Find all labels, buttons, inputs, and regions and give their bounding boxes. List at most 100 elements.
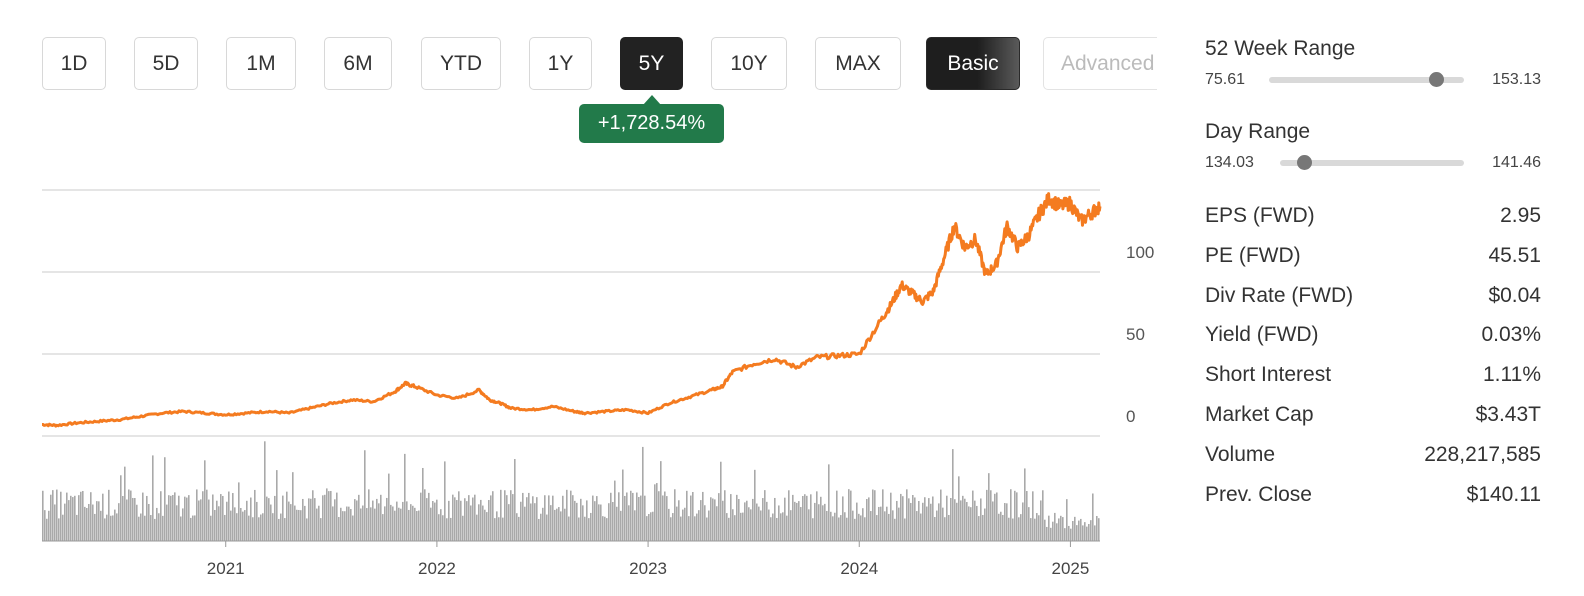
volume-bar [642, 446, 644, 541]
volume-bar [316, 508, 318, 541]
volume-bar [148, 504, 150, 541]
volume-bar [748, 507, 750, 541]
stat-value: 228,217,585 [1424, 442, 1541, 466]
volume-bar [888, 513, 890, 541]
volume-bar [278, 518, 280, 541]
tab-5y[interactable]: 5Y [620, 37, 683, 90]
volume-bar [250, 497, 252, 541]
volume-bar [774, 497, 776, 541]
volume-bar [842, 496, 844, 541]
volume-bar [640, 495, 642, 541]
tab-5d[interactable]: 5D [134, 37, 198, 90]
volume-bar [88, 503, 90, 541]
volume-bar [656, 483, 658, 541]
volume-bar [598, 504, 600, 541]
change-badge-pointer [643, 95, 661, 105]
volume-bar [522, 492, 524, 541]
volume-bar [596, 496, 598, 541]
volume-bar [534, 503, 536, 541]
volume-bar [476, 514, 478, 541]
volume-bar [862, 508, 864, 541]
volume-bar [858, 513, 860, 541]
volume-bar [438, 514, 440, 541]
volume-bar [558, 507, 560, 541]
volume-bar [332, 506, 334, 541]
volume-bar [734, 515, 736, 541]
volume-bar [362, 505, 364, 541]
volume-bar [70, 495, 72, 541]
volume-bar [610, 492, 612, 541]
stat-label: Volume [1205, 442, 1276, 466]
volume-bar [780, 513, 782, 541]
volume-bar [1084, 522, 1086, 541]
volume-bar [482, 505, 484, 541]
volume-bar [1048, 515, 1050, 541]
volume-bar [188, 495, 190, 541]
volume-bar [76, 514, 78, 541]
volume-bar [1038, 515, 1040, 541]
volume-bar [844, 512, 846, 541]
volume-bar [200, 499, 202, 541]
y-axis-ticks: 0 50 100 [1126, 243, 1154, 426]
volume-bar [882, 489, 884, 541]
volume-bar [560, 511, 562, 541]
volume-bar [94, 513, 96, 541]
volume-bar [330, 490, 332, 541]
volume-bar [1098, 518, 1100, 541]
volume-bar [674, 489, 676, 541]
basic-mode-button[interactable]: Basic [926, 37, 1020, 90]
volume-bar [724, 490, 726, 541]
volume-bar [374, 508, 376, 541]
volume-bar [100, 510, 102, 541]
volume-bar [92, 504, 94, 541]
volume-bar [982, 514, 984, 541]
volume-bar [970, 507, 972, 541]
volume-bar [818, 504, 820, 541]
volume-bar [170, 495, 172, 541]
volume-bar [50, 494, 52, 541]
volume-bar [1002, 514, 1004, 541]
volume-bar [358, 494, 360, 541]
volume-bar [536, 497, 538, 541]
tab-1d[interactable]: 1D [42, 37, 106, 90]
volume-bar [248, 515, 250, 541]
volume-bar [220, 494, 222, 541]
volume-bar [932, 496, 934, 541]
volume-bar [254, 489, 256, 541]
volume-bar [550, 505, 552, 541]
stat-value: $140.11 [1466, 482, 1541, 506]
stat-label: EPS (FWD) [1205, 204, 1315, 227]
day-low: 134.03 [1205, 154, 1254, 171]
volume-bar [338, 517, 340, 541]
volume-bar [962, 495, 964, 541]
volume-bar [594, 501, 596, 541]
week52-range-track [1269, 77, 1464, 83]
volume-bar [636, 492, 638, 541]
volume-bar [1070, 528, 1072, 541]
advanced-mode-button[interactable]: Advanced [1043, 37, 1157, 90]
tab-1y[interactable]: 1Y [529, 37, 592, 90]
tab-10y[interactable]: 10Y [711, 37, 787, 90]
price-chart: 0 50 100 2021 2022 2023 2024 2025 [41, 189, 1154, 578]
volume-bar [726, 513, 728, 541]
volume-bar [662, 495, 664, 541]
tab-1m[interactable]: 1M [226, 37, 296, 90]
tab-max[interactable]: MAX [815, 37, 901, 90]
volume-bar [228, 491, 230, 541]
volume-bar [634, 510, 636, 541]
volume-bar [1008, 517, 1010, 541]
volume-bar [840, 515, 842, 541]
volume-bar [486, 512, 488, 541]
volume-bar [1016, 492, 1018, 541]
tab-6m[interactable]: 6M [324, 37, 392, 90]
volume-bar [852, 510, 854, 541]
volume-bar [690, 495, 692, 541]
volume-bar [422, 467, 424, 541]
volume-bar [42, 490, 44, 541]
volume-bar [544, 495, 546, 541]
volume-bar [680, 516, 682, 541]
volume-bar [588, 518, 590, 541]
volume-bar [1066, 499, 1068, 541]
tab-ytd[interactable]: YTD [421, 37, 501, 90]
volume-bar [366, 508, 368, 541]
